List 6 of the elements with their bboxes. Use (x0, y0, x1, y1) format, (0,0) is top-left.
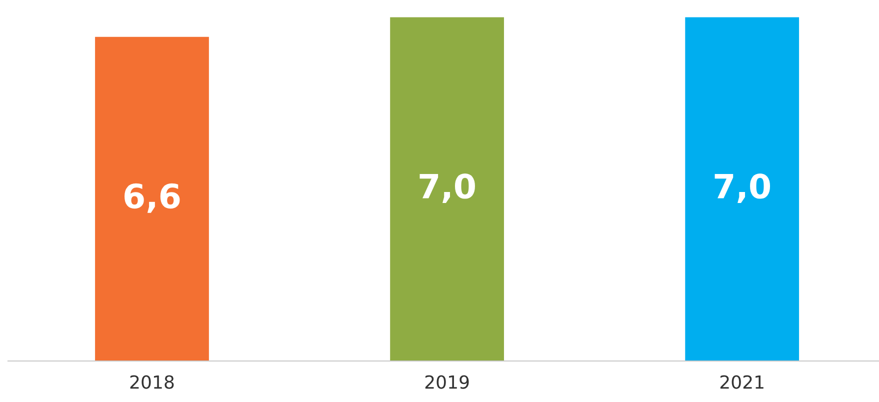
data-label: 7,0 (714, 174, 770, 204)
x-tick-label: 2018 (130, 375, 174, 389)
data-label: 7,0 (420, 174, 475, 204)
x-tick-label: 2019 (425, 375, 469, 389)
data-label: 6,6 (124, 183, 180, 213)
x-tick-label: 2021 (720, 375, 764, 389)
